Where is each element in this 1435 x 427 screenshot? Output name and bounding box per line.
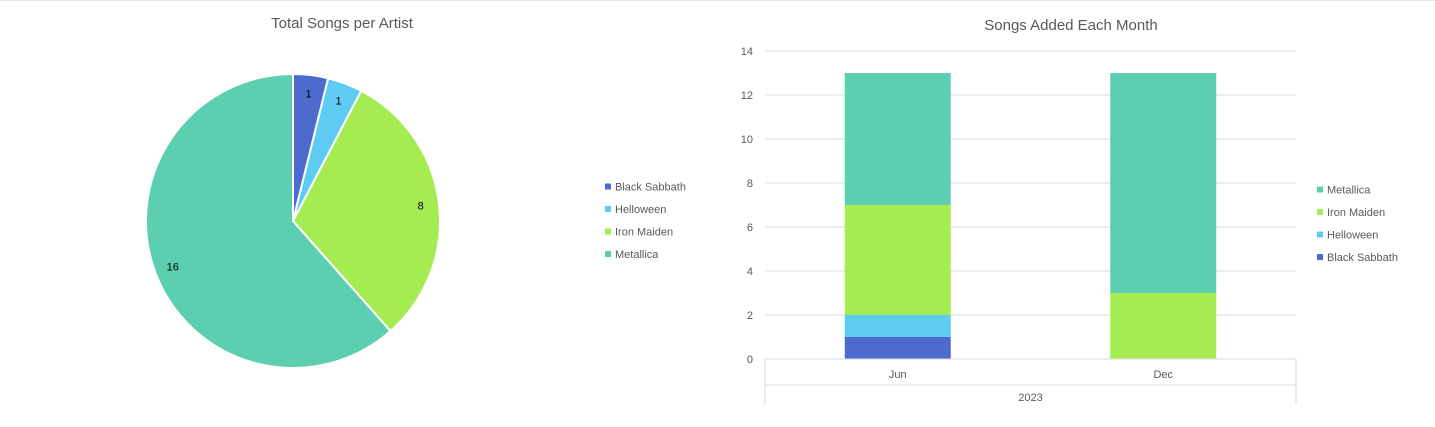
pie-legend: Black Sabbath Helloween Iron Maiden Metalli…: [605, 182, 686, 261]
bar-x-axis: Jun Dec 2023: [764, 358, 1297, 405]
legend-label: Iron Maiden: [615, 227, 673, 239]
y-tick-label: 0: [747, 354, 753, 366]
legend-swatch: [1317, 209, 1323, 215]
y-tick-label: 14: [741, 46, 753, 58]
bar-gridlines: [765, 50, 1296, 360]
pie-legend-item-iron-maiden: Iron Maiden: [605, 227, 673, 239]
pie-data-label-metallica: 16: [167, 262, 179, 274]
stacked-bar-chart: Songs Added Each Month 0 2 4 6 8 10 12 14 Jun De…: [741, 17, 1398, 405]
pie-data-label-helloween: 1: [336, 96, 342, 108]
bar-segment-jun-helloween: [844, 315, 951, 337]
pie-data-label-black-sabbath: 1: [305, 88, 311, 100]
pie-slices: [145, 72, 441, 369]
bar-legend: Metallica Iron Maiden Helloween Black Sabba…: [1317, 185, 1398, 264]
pie-chart: Total Songs per Artist 1 1 8 16 Black Sabba…: [145, 15, 686, 369]
y-tick-label: 4: [747, 266, 753, 278]
bar-segments: [844, 73, 1217, 359]
legend-label: Black Sabbath: [1327, 252, 1398, 264]
legend-label: Helloween: [1327, 230, 1378, 242]
legend-label: Metallica: [615, 249, 659, 261]
legend-label: Iron Maiden: [1327, 207, 1385, 219]
legend-swatch: [1317, 254, 1323, 260]
legend-label: Metallica: [1327, 185, 1371, 197]
legend-label: Black Sabbath: [615, 182, 686, 194]
legend-swatch: [605, 183, 611, 190]
pie-legend-item-helloween: Helloween: [605, 204, 666, 216]
bar-segment-dec-iron-maiden: [1110, 293, 1217, 359]
bar-legend-item-helloween: Helloween: [1317, 230, 1378, 242]
pie-legend-item-metallica: Metallica: [605, 249, 659, 261]
legend-swatch: [1317, 186, 1323, 193]
bar-chart-title: Songs Added Each Month: [984, 17, 1157, 34]
legend-swatch: [1317, 231, 1323, 238]
pie-legend-item-black-sabbath: Black Sabbath: [605, 182, 686, 194]
x-tick-label-dec: Dec: [1153, 369, 1173, 381]
pie-data-labels: 1 1 8 16: [167, 88, 424, 273]
pie-slice-iron-maiden: [291, 89, 441, 333]
bar-legend-item-metallica: Metallica: [1317, 185, 1371, 197]
y-tick-label: 10: [741, 134, 753, 146]
bar-legend-item-iron-maiden: Iron Maiden: [1317, 207, 1385, 219]
legend-swatch: [605, 206, 611, 212]
legend-swatch: [605, 228, 611, 235]
y-tick-label: 6: [747, 222, 753, 234]
y-tick-label: 2: [747, 310, 753, 322]
x-group-label: 2023: [1018, 392, 1042, 404]
pie-slice-metallica: [145, 72, 392, 369]
bar-y-axis-ticks: 0 2 4 6 8 10 12 14: [741, 46, 753, 366]
pie-chart-title: Total Songs per Artist: [271, 15, 414, 32]
bar-segment-jun-metallica: [844, 73, 951, 205]
legend-swatch: [605, 251, 611, 257]
bar-legend-item-black-sabbath: Black Sabbath: [1317, 252, 1398, 264]
top-border: [0, 0, 1435, 1]
y-tick-label: 12: [741, 90, 753, 102]
pie-data-label-iron-maiden: 8: [418, 200, 424, 212]
bar-segment-jun-iron-maiden: [844, 205, 951, 315]
bar-segment-dec-metallica: [1110, 73, 1217, 293]
bar-segment-jun-black-sabbath: [844, 337, 951, 359]
y-tick-label: 8: [747, 178, 753, 190]
legend-label: Helloween: [615, 204, 666, 216]
x-tick-label-jun: Jun: [889, 369, 907, 381]
